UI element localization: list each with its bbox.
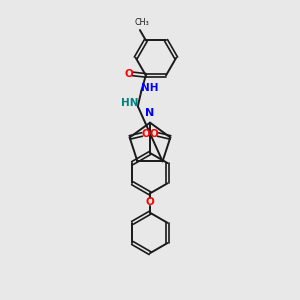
Text: O: O [146,197,154,207]
Text: HN: HN [121,98,138,108]
Text: O: O [142,130,150,140]
Text: O: O [124,69,133,79]
Text: CH₃: CH₃ [134,18,149,27]
Text: NH: NH [141,83,158,93]
Text: O: O [150,130,158,140]
Text: N: N [146,108,154,118]
